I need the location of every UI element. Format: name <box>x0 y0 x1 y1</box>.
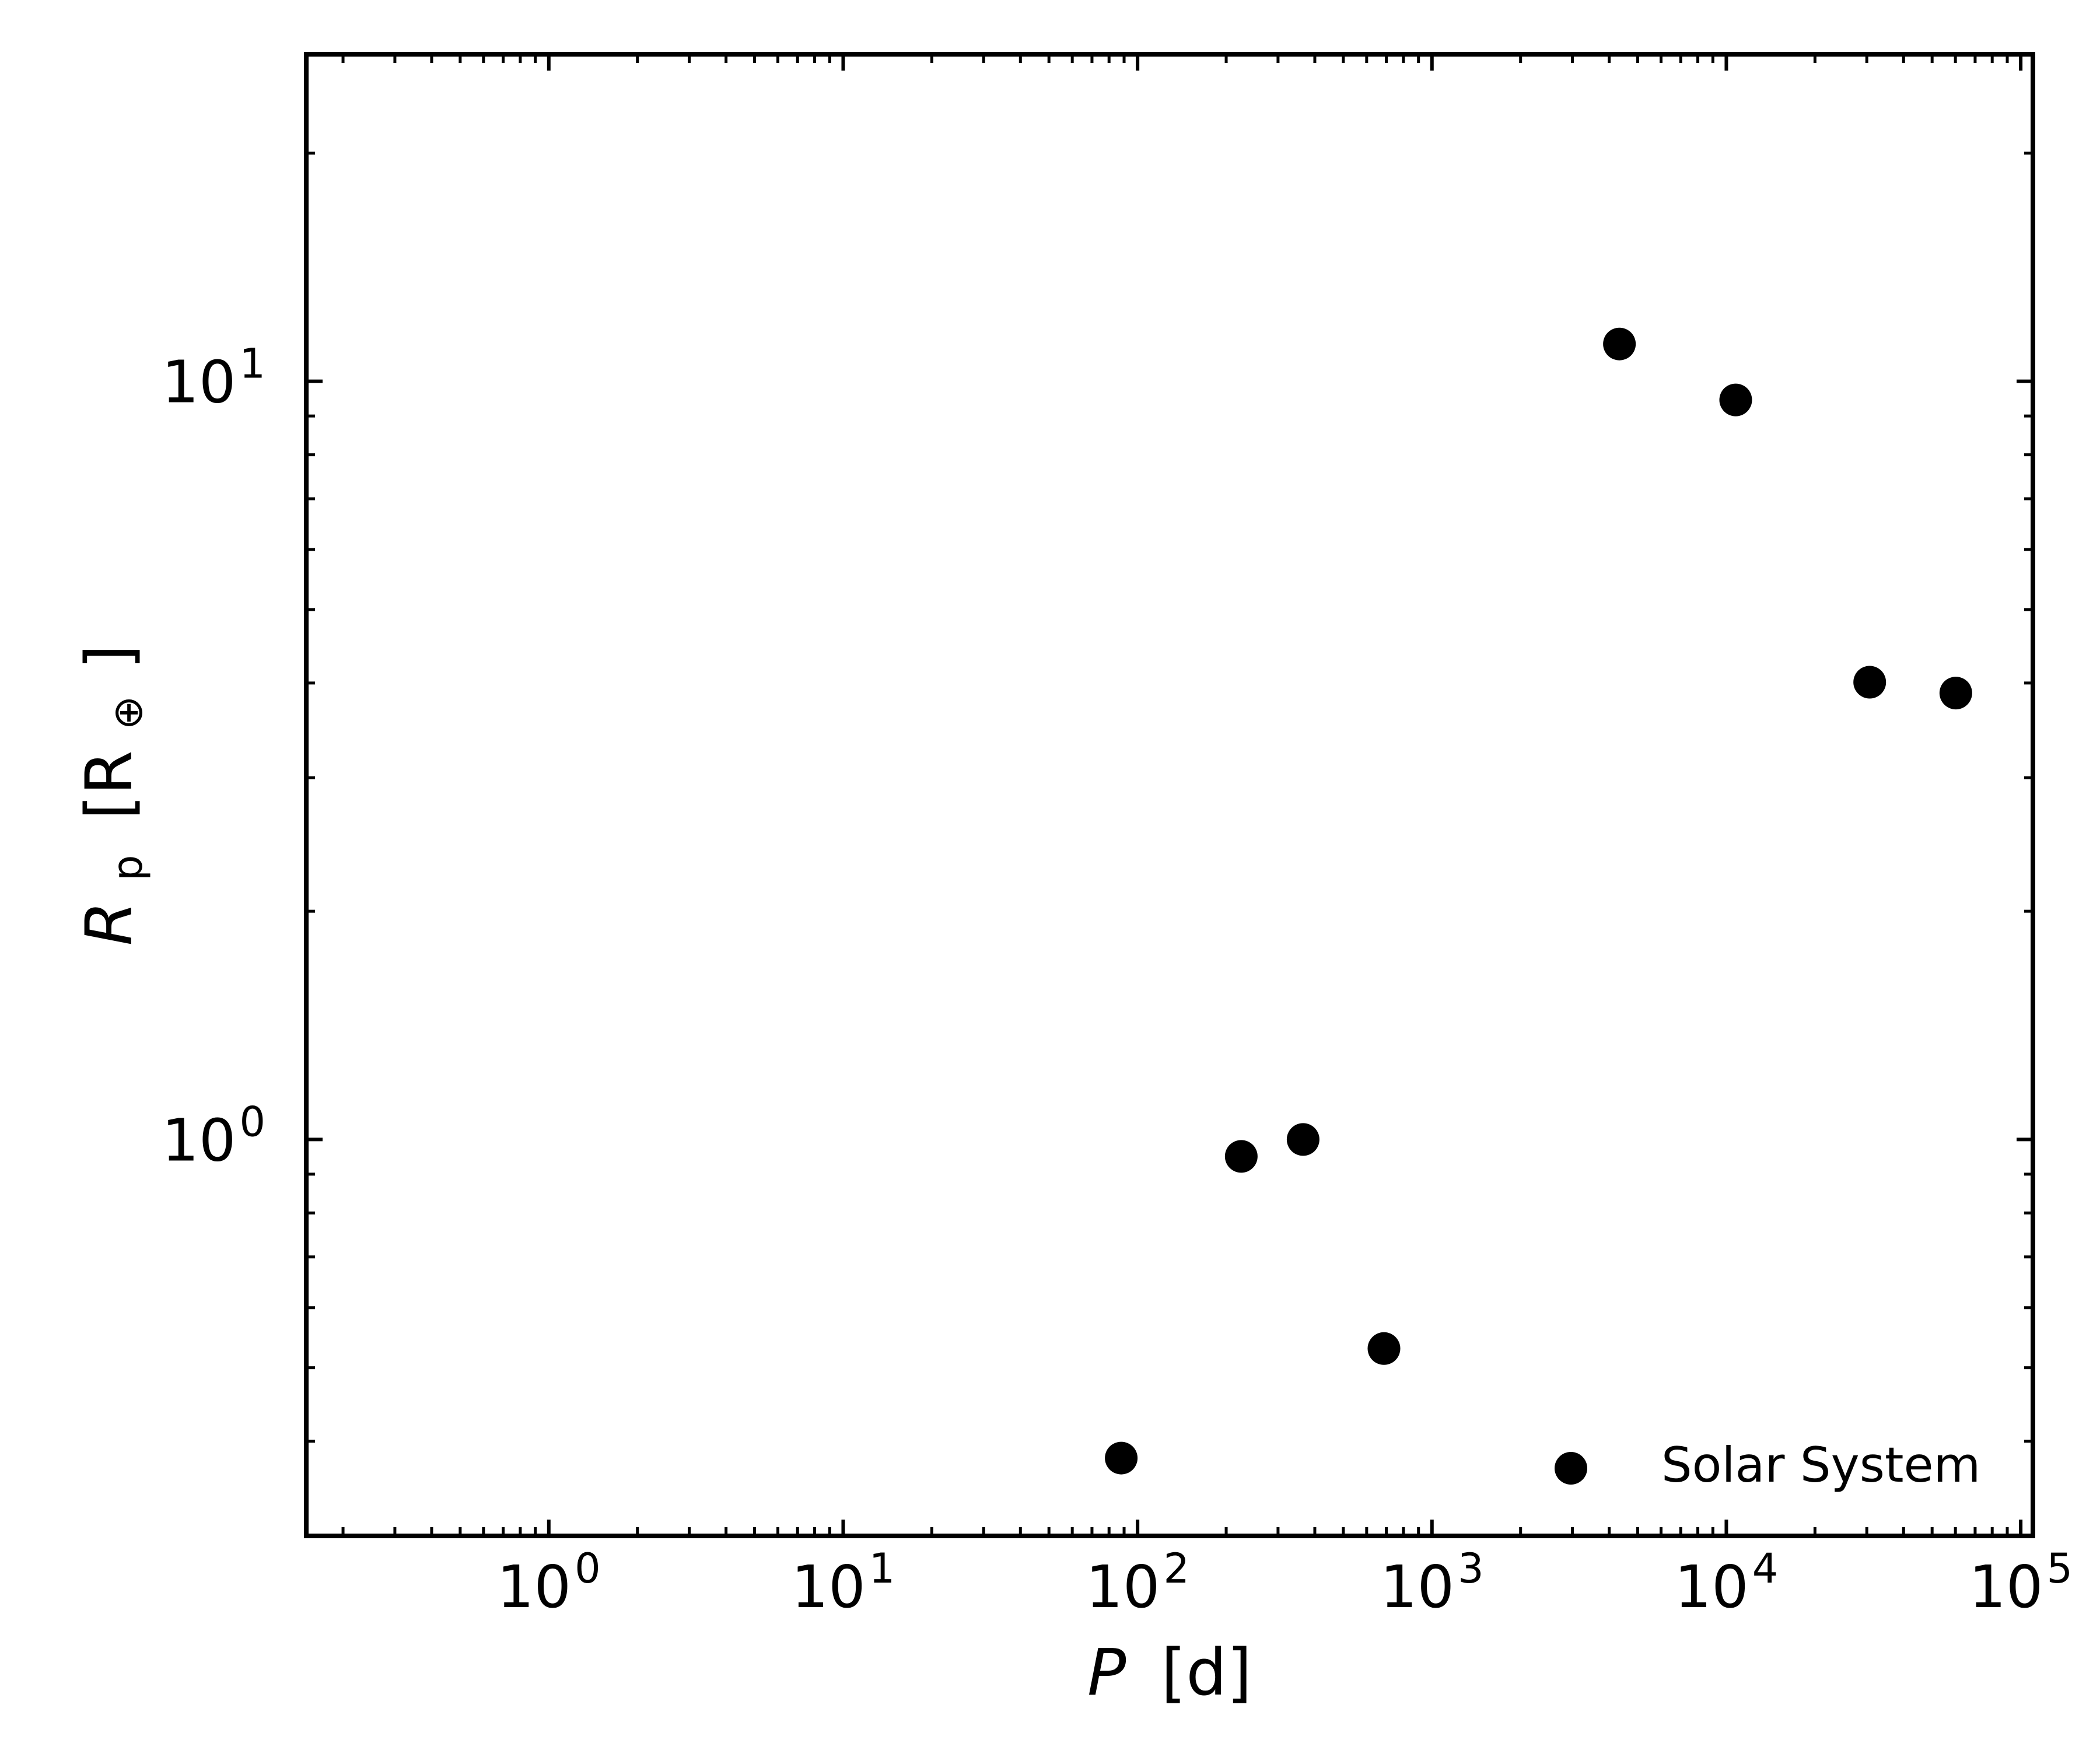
data-point <box>1603 327 1636 360</box>
data-point <box>1853 666 1887 699</box>
y-axis-title: R p [R ⊕ ] <box>72 645 157 946</box>
legend: Solar System <box>1555 1437 1980 1493</box>
data-point <box>1105 1441 1138 1475</box>
major-ticks <box>306 54 2033 1536</box>
scatter-points <box>1105 327 1972 1475</box>
y-tick-label: 101 <box>162 340 265 416</box>
x-axis-variable: P <box>1087 1635 1126 1710</box>
data-point <box>1224 1140 1258 1173</box>
x-tick-label: 104 <box>1675 1545 1779 1621</box>
x-tick-label: 102 <box>1086 1545 1189 1621</box>
data-point <box>1367 1332 1401 1365</box>
y-axis-unit-close: ] <box>72 645 146 670</box>
x-tick-label: 101 <box>792 1545 895 1621</box>
legend-marker <box>1555 1452 1587 1485</box>
legend-label: Solar System <box>1661 1437 1980 1493</box>
x-tick-label: 103 <box>1380 1545 1484 1621</box>
y-tick-labels: 100 101 <box>162 340 265 1175</box>
x-axis-unit: [d] <box>1161 1635 1252 1710</box>
data-point <box>1719 383 1752 416</box>
data-point <box>1939 677 1972 710</box>
y-axis-unit-open: [R <box>72 750 146 820</box>
y-tick-label: 100 <box>162 1098 265 1174</box>
x-tick-label: 100 <box>497 1545 601 1621</box>
y-axis-variable-sub: p <box>104 855 152 881</box>
data-point <box>1286 1123 1320 1156</box>
y-axis-unit-sub: ⊕ <box>104 696 152 730</box>
plot-frame <box>304 52 2035 1538</box>
y-axis-variable: R <box>72 901 146 946</box>
x-tick-labels: 100 101 102 103 104 105 <box>497 1545 2073 1621</box>
x-tick-label: 105 <box>1969 1545 2073 1621</box>
x-axis-title: P [d] <box>1087 1635 1252 1710</box>
